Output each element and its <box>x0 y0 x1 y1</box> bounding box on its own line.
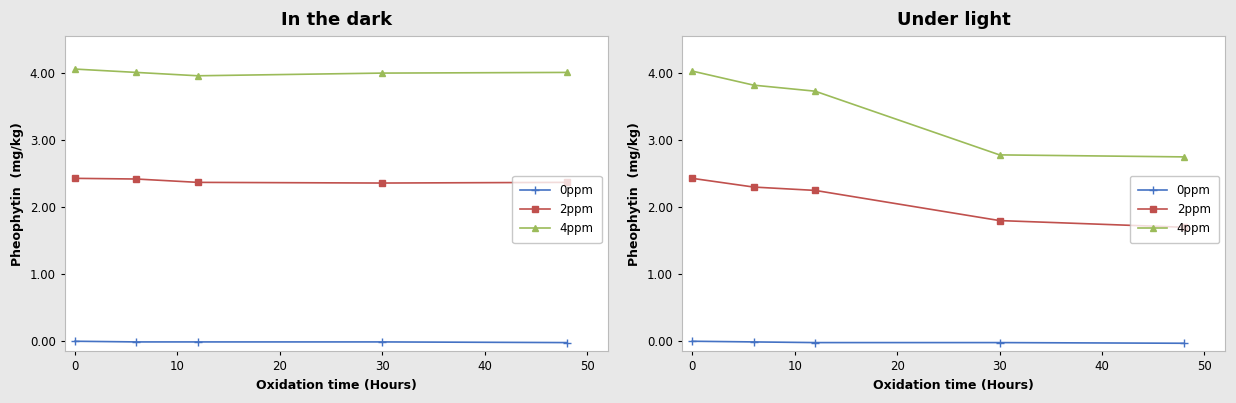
0ppm <box>190 339 205 344</box>
4ppm <box>1177 154 1192 159</box>
0ppm <box>1177 341 1192 346</box>
0ppm <box>747 339 761 344</box>
2ppm <box>685 176 700 181</box>
4ppm <box>993 152 1007 157</box>
4ppm <box>68 66 83 71</box>
Line: 4ppm: 4ppm <box>72 66 570 79</box>
4ppm <box>747 83 761 87</box>
X-axis label: Oxidation time (Hours): Oxidation time (Hours) <box>256 379 417 392</box>
Line: 4ppm: 4ppm <box>688 68 1188 160</box>
2ppm <box>747 185 761 189</box>
0ppm <box>559 340 574 345</box>
Line: 0ppm: 0ppm <box>70 337 571 347</box>
Y-axis label: Pheophytin  (mg/kg): Pheophytin (mg/kg) <box>628 122 641 266</box>
Legend: 0ppm, 2ppm, 4ppm: 0ppm, 2ppm, 4ppm <box>1130 176 1219 243</box>
Legend: 0ppm, 2ppm, 4ppm: 0ppm, 2ppm, 4ppm <box>512 176 602 243</box>
Line: 2ppm: 2ppm <box>690 176 1187 230</box>
Title: In the dark: In the dark <box>281 11 392 29</box>
X-axis label: Oxidation time (Hours): Oxidation time (Hours) <box>873 379 1033 392</box>
0ppm <box>993 340 1007 345</box>
4ppm <box>190 73 205 78</box>
4ppm <box>559 70 574 75</box>
Line: 2ppm: 2ppm <box>72 176 570 186</box>
2ppm <box>808 188 823 193</box>
2ppm <box>993 218 1007 223</box>
2ppm <box>1177 225 1192 230</box>
4ppm <box>685 69 700 73</box>
0ppm <box>685 339 700 344</box>
2ppm <box>375 181 389 185</box>
Title: Under light: Under light <box>896 11 1010 29</box>
0ppm <box>68 339 83 344</box>
4ppm <box>129 70 143 75</box>
0ppm <box>375 339 389 344</box>
4ppm <box>808 89 823 93</box>
2ppm <box>129 177 143 181</box>
2ppm <box>559 180 574 185</box>
2ppm <box>68 176 83 181</box>
0ppm <box>808 340 823 345</box>
4ppm <box>375 71 389 75</box>
0ppm <box>129 339 143 344</box>
Line: 0ppm: 0ppm <box>688 337 1188 347</box>
2ppm <box>190 180 205 185</box>
Y-axis label: Pheophytin  (mg/kg): Pheophytin (mg/kg) <box>11 122 25 266</box>
